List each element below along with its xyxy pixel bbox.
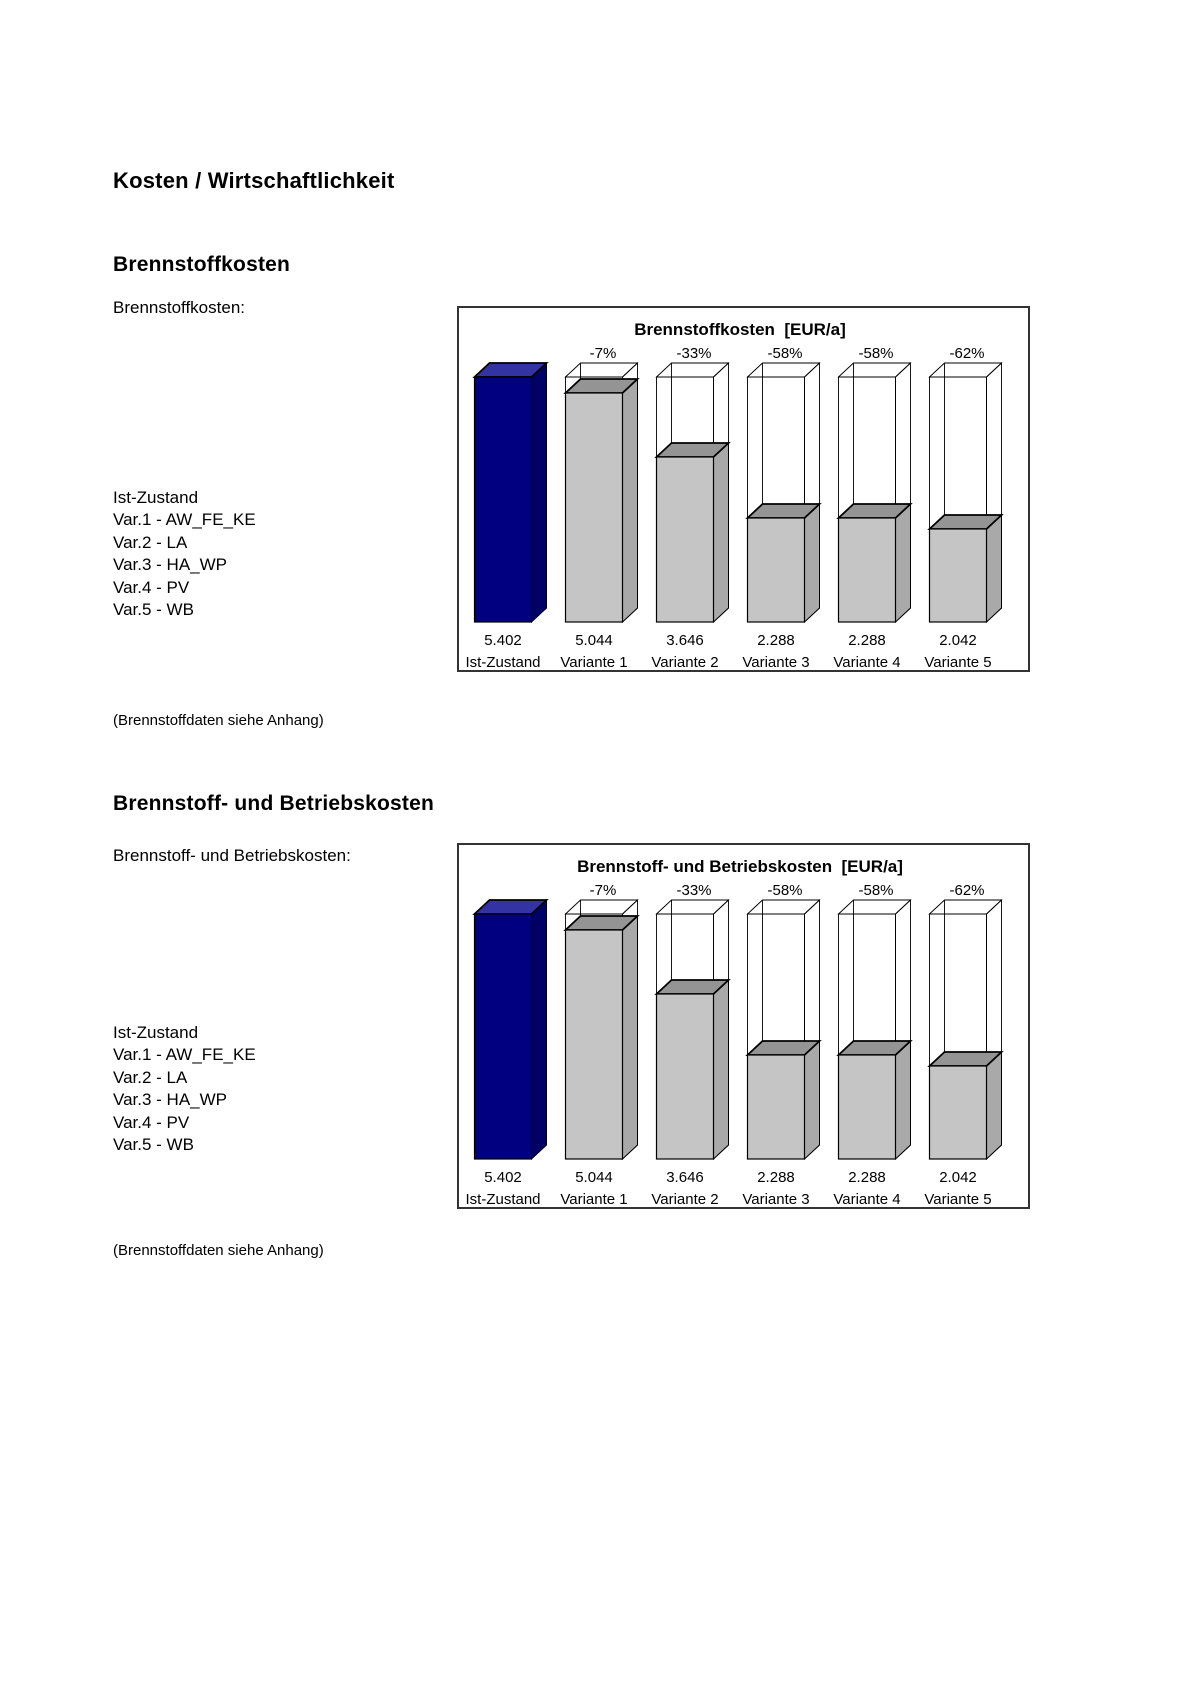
bar-front-face xyxy=(746,1054,806,1160)
bar-front-face xyxy=(473,376,533,623)
percent-label: -58% xyxy=(858,345,893,362)
percent-label: -33% xyxy=(676,882,711,899)
section2-note: (Brennstoffdaten siehe Anhang) xyxy=(113,1242,324,1259)
bar-group-Variante 4 xyxy=(836,898,913,1161)
value-label: 2.288 xyxy=(848,1169,886,1186)
bar-front-face xyxy=(655,456,715,623)
bar-group-Variante 4 xyxy=(836,361,913,624)
value-label: 2.288 xyxy=(848,632,886,649)
bar-side-face xyxy=(622,914,638,1161)
chart-brennstoffkosten: Brennstoffkosten [EUR/a] 5.402 Ist-Zustand… xyxy=(457,306,1030,672)
value-label: 3.646 xyxy=(666,632,704,649)
percent-label: -58% xyxy=(858,882,893,899)
value-label: 2.042 xyxy=(939,632,977,649)
section1-variant-list: Ist-Zustand Var.1 - AW_FE_KE Var.2 - LA … xyxy=(113,487,256,621)
section2-variant-list: Ist-Zustand Var.1 - AW_FE_KE Var.2 - LA … xyxy=(113,1022,256,1156)
variant-list-item: Var.1 - AW_FE_KE xyxy=(113,510,256,530)
page-title: Kosten / Wirtschaftlichkeit xyxy=(113,168,395,193)
chart-canvas: Brennstoffkosten [EUR/a] 5.402 Ist-Zustand… xyxy=(465,320,1004,671)
section1-side-label: Brennstoffkosten: xyxy=(113,298,245,317)
bar-side-face xyxy=(895,1039,911,1161)
percent-label: -62% xyxy=(949,882,984,899)
bar-group-Variante 5 xyxy=(927,898,1004,1161)
category-label: Variante 5 xyxy=(924,654,991,670)
chart-brennstoff-und-betriebskosten: Brennstoff- und Betriebskosten [EUR/a] 5.… xyxy=(457,843,1030,1209)
variant-list-item: Ist-Zustand xyxy=(113,1023,199,1042)
chart-title: Brennstoffkosten [EUR/a] xyxy=(634,320,846,339)
value-label: 5.044 xyxy=(575,632,613,649)
bar-side-face xyxy=(713,978,729,1161)
bar-front-face xyxy=(473,913,533,1160)
bar-front-face xyxy=(746,517,806,623)
variant-list-item: Var.1 - AW_FE_KE xyxy=(113,1045,256,1065)
percent-label: -7% xyxy=(590,345,617,362)
category-label: Variante 2 xyxy=(651,654,718,670)
value-label: 2.042 xyxy=(939,1169,977,1186)
variant-list-item: Var.3 - HA_WP xyxy=(113,1090,227,1110)
category-label: Ist-Zustand xyxy=(465,654,540,670)
bar-group-Variante 2 xyxy=(654,361,731,624)
variant-list-item: Var.4 - PV xyxy=(113,1112,190,1132)
value-label: 2.288 xyxy=(757,632,795,649)
bar-front-face xyxy=(655,993,715,1160)
variant-list-item: Var.5 - WB xyxy=(113,1135,194,1155)
bar-side-face xyxy=(895,502,911,624)
bar-side-face xyxy=(531,898,547,1161)
variant-list-item: Var.5 - WB xyxy=(113,600,194,620)
section2-side-label: Brennstoff- und Betriebskosten: xyxy=(113,846,351,865)
bar-side-face xyxy=(986,1050,1002,1161)
category-label: Variante 2 xyxy=(651,1191,718,1207)
section2-heading: Brennstoff- und Betriebskosten xyxy=(113,792,435,815)
variant-list-item: Ist-Zustand xyxy=(113,488,199,507)
bar-side-face xyxy=(804,1039,820,1161)
category-label: Variante 4 xyxy=(833,654,900,670)
percent-label: -58% xyxy=(767,882,802,899)
bar-front-face xyxy=(837,1054,897,1160)
bar-side-face xyxy=(986,513,1002,624)
bar-front-face xyxy=(837,517,897,623)
category-label: Variante 1 xyxy=(560,1191,627,1207)
bar-front-face xyxy=(928,1065,988,1160)
value-label: 2.288 xyxy=(757,1169,795,1186)
bar-group-Variante 2 xyxy=(654,898,731,1161)
category-label: Variante 3 xyxy=(742,654,809,670)
percent-label: -7% xyxy=(590,882,617,899)
section1-note: (Brennstoffdaten siehe Anhang) xyxy=(113,712,324,729)
value-label: 5.044 xyxy=(575,1169,613,1186)
category-label: Variante 4 xyxy=(833,1191,900,1207)
bar-group-Ist-Zustand xyxy=(472,361,549,624)
value-label: 3.646 xyxy=(666,1169,704,1186)
bar-front-face xyxy=(564,929,624,1160)
category-label: Variante 5 xyxy=(924,1191,991,1207)
bar-group-Variante 5 xyxy=(927,361,1004,624)
chart-canvas: Brennstoff- und Betriebskosten [EUR/a] 5.… xyxy=(465,857,1004,1208)
bar-side-face xyxy=(804,502,820,624)
value-label: 5.402 xyxy=(484,1169,522,1186)
bar-group-Variante 3 xyxy=(745,898,822,1161)
section1-heading: Brennstoffkosten xyxy=(113,253,291,276)
bar-side-face xyxy=(622,377,638,624)
bar-group-Variante 3 xyxy=(745,361,822,624)
bar-side-face xyxy=(713,441,729,624)
category-label: Ist-Zustand xyxy=(465,1191,540,1207)
percent-label: -62% xyxy=(949,345,984,362)
bar-side-face xyxy=(531,361,547,624)
variant-list-item: Var.2 - LA xyxy=(113,532,188,552)
variant-list-item: Var.3 - HA_WP xyxy=(113,555,227,575)
percent-label: -33% xyxy=(676,345,711,362)
bar-front-face xyxy=(564,392,624,623)
bar-group-Variante 1 xyxy=(563,898,640,1161)
value-label: 5.402 xyxy=(484,632,522,649)
bar-group-Ist-Zustand xyxy=(472,898,549,1161)
variant-list-item: Var.2 - LA xyxy=(113,1067,188,1087)
bar-group-Variante 1 xyxy=(563,361,640,624)
percent-label: -58% xyxy=(767,345,802,362)
category-label: Variante 1 xyxy=(560,654,627,670)
bar-front-face xyxy=(928,528,988,623)
chart-title: Brennstoff- und Betriebskosten [EUR/a] xyxy=(577,857,903,876)
variant-list-item: Var.4 - PV xyxy=(113,577,190,597)
category-label: Variante 3 xyxy=(742,1191,809,1207)
